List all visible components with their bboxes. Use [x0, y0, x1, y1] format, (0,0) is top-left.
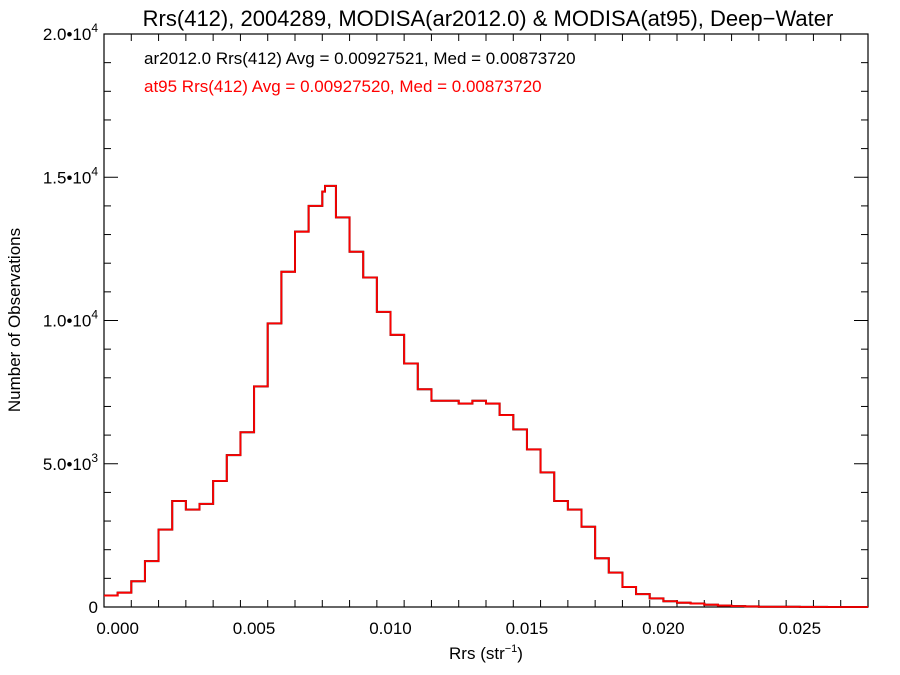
y-tick-label: 0 [89, 598, 98, 617]
annotation-1: ar2012.0 Rrs(412) Avg = 0.00927521, Med … [144, 49, 576, 68]
series-layer [104, 184, 868, 608]
x-axis-label: Rrs (str−1) [449, 643, 523, 663]
y-tick-label: 1.5•104 [43, 164, 99, 187]
y-tick-label: 1.0•104 [43, 308, 99, 331]
x-tick-label: 0.015 [506, 619, 549, 638]
y-axis-label: Number of Observations [5, 228, 24, 412]
annotation-2: at95 Rrs(412) Avg = 0.00927520, Med = 0.… [144, 77, 542, 96]
x-tick-label: 0.010 [369, 619, 412, 638]
x-tick-label: 0.025 [779, 619, 822, 638]
x-tick-label: 0.000 [96, 619, 139, 638]
y-tick-label: 5.0•103 [43, 451, 99, 474]
x-axis: 0.000 0.005 0.010 0.015 0.020 0.025 [96, 34, 869, 638]
stats-annotations: ar2012.0 Rrs(412) Avg = 0.00927521, Med … [144, 49, 576, 96]
x-tick-label: 0.005 [233, 619, 276, 638]
y-tick-label: 2.0•104 [43, 21, 99, 44]
chart-title: Rrs(412), 2004289, MODISA(ar2012.0) & MO… [143, 6, 834, 31]
series-line-at95 [104, 184, 868, 608]
x-tick-label: 0.020 [642, 619, 685, 638]
y-axis: 0 5.0•103 1.0•104 1.5•104 2.0•104 [43, 21, 868, 617]
